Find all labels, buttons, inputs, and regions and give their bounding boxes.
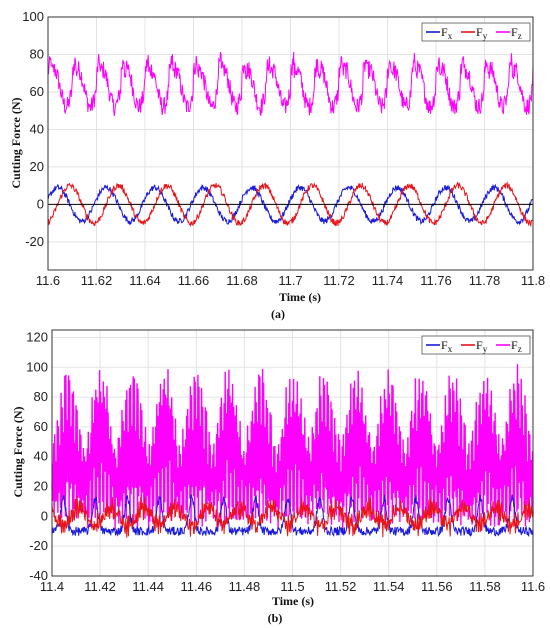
legend-label-subscript: x xyxy=(448,31,453,41)
x-tick-label: 11.76 xyxy=(420,273,452,288)
y-tick-label: 20 xyxy=(34,479,48,494)
legend-label-text: F xyxy=(476,25,483,39)
chart-b-xlabel: Time (s) xyxy=(272,594,314,608)
series-fz-line xyxy=(47,51,534,117)
series-fy-line xyxy=(51,495,534,538)
chart-a-frame xyxy=(47,16,534,271)
y-tick-label: 80 xyxy=(30,46,44,61)
y-tick-label: 0 xyxy=(37,196,44,211)
legend-label: Fy xyxy=(476,338,488,354)
legend-label-text: F xyxy=(441,25,448,39)
legend-box xyxy=(421,335,531,355)
legend-label-subscript: y xyxy=(483,31,488,41)
x-tick-label: 11.48 xyxy=(229,579,261,594)
legend-label: Fy xyxy=(476,25,488,41)
x-tick-label: 11.6 xyxy=(36,273,60,288)
chart-b-panel-label: (b) xyxy=(268,611,283,625)
chart-a-series-group xyxy=(47,51,534,228)
y-tick-label: 80 xyxy=(34,389,48,404)
legend-label-subscript: z xyxy=(518,344,522,354)
x-tick-label: 11.52 xyxy=(325,579,357,594)
chart-b-legend: Fx Fy Fz xyxy=(421,335,531,355)
x-tick-label: 11.46 xyxy=(181,579,213,594)
y-tick-label: 120 xyxy=(26,329,48,344)
series-fz-line xyxy=(51,364,534,531)
legend-label-text: F xyxy=(441,338,448,352)
legend-label: Fz xyxy=(511,25,522,41)
y-tick-label: 40 xyxy=(30,121,44,136)
series-fx-line xyxy=(47,183,534,226)
y-tick-label: -20 xyxy=(25,234,44,249)
series-fy-line xyxy=(47,180,534,228)
y-tick-label: 60 xyxy=(34,419,48,434)
y-tick-label: 100 xyxy=(26,359,48,374)
x-tick-label: 11.6 xyxy=(521,579,545,594)
legend-label-subscript: y xyxy=(483,344,488,354)
y-tick-label: 100 xyxy=(22,9,44,24)
y-tick-label: -40 xyxy=(29,568,48,583)
y-tick-label: 40 xyxy=(34,449,48,464)
chart-a-ticks: 11.6 11.62 11.64 11.66 11.68 11.7 11.72 11.74 11… xyxy=(22,9,545,288)
x-tick-label: 11.74 xyxy=(372,273,404,288)
y-tick-label: 60 xyxy=(30,84,44,99)
legend-label-subscript: z xyxy=(518,31,522,41)
x-tick-label: 11.72 xyxy=(323,273,355,288)
x-tick-label: 11.5 xyxy=(280,579,304,594)
x-tick-label: 11.4 xyxy=(40,579,64,594)
legend-label: Fx xyxy=(441,338,453,354)
chart-a-ylabel: Cutting Force (N) xyxy=(9,97,23,188)
chart-b-ylabel: Cutting Force (N) xyxy=(11,406,25,497)
x-tick-label: 11.54 xyxy=(373,579,405,594)
x-tick-label: 11.68 xyxy=(226,273,258,288)
y-tick-label: 0 xyxy=(41,508,48,523)
chart-a: 11.6 11.62 11.64 11.66 11.68 11.7 11.72 11.74 11… xyxy=(9,9,545,321)
x-tick-label: 11.56 xyxy=(421,579,453,594)
legend-box xyxy=(421,22,531,42)
legend-label-text: F xyxy=(511,338,518,352)
legend-label-text: F xyxy=(511,25,518,39)
legend-label: Fz xyxy=(511,338,522,354)
chart-b: 11.4 11.42 11.44 11.46 11.48 11.5 11.52 11.54 11… xyxy=(11,329,545,625)
chart-a-legend: Fx Fy Fz xyxy=(421,22,531,42)
x-tick-label: 11.64 xyxy=(129,273,161,288)
y-tick-label: 20 xyxy=(30,159,44,174)
x-tick-label: 11.78 xyxy=(469,273,501,288)
chart-b-ticks: 11.4 11.42 11.44 11.46 11.48 11.5 11.52 11.54 11… xyxy=(26,329,545,594)
chart-a-panel-label: (a) xyxy=(271,307,285,321)
y-tick-label: -20 xyxy=(29,538,48,553)
legend-label-text: F xyxy=(476,338,483,352)
chart-a-xlabel: Time (s) xyxy=(279,290,321,304)
x-tick-label: 11.7 xyxy=(278,273,302,288)
chart-b-series-group xyxy=(51,364,534,538)
legend-label-subscript: x xyxy=(448,344,453,354)
x-tick-label: 11.58 xyxy=(469,579,501,594)
x-tick-label: 11.62 xyxy=(81,273,113,288)
x-tick-label: 11.8 xyxy=(521,273,545,288)
x-tick-label: 11.66 xyxy=(178,273,210,288)
x-tick-label: 11.42 xyxy=(84,579,116,594)
chart-b-frame xyxy=(51,329,534,577)
chart-a-grid xyxy=(47,16,534,270)
legend-label: Fx xyxy=(441,25,453,41)
x-tick-label: 11.44 xyxy=(132,579,164,594)
